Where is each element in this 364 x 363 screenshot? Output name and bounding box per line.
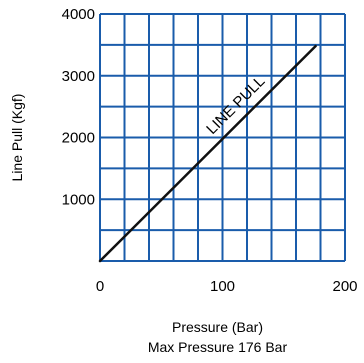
y-tick-label: 2000 [62,130,95,147]
y-tick-label: 3000 [62,68,95,85]
x-tick-label: 0 [96,278,104,295]
y-tick-label: 4000 [62,6,95,23]
line-pull-annotation: LINE PULL [203,73,268,138]
series-layer [98,44,317,263]
line-pull-series [98,44,317,263]
plot-grid [99,13,346,262]
tick-labels: 1000 2000 3000 4000 0 100 200 [62,6,358,295]
y-tick-label: 1000 [62,191,95,208]
max-pressure-note: Max Pressure 176 Bar [148,339,288,355]
x-tick-label: 200 [332,278,357,295]
x-axis-title: Pressure (Bar) [172,319,263,335]
x-tick-label: 100 [210,278,235,295]
y-axis-title: Line Pull (Kgf) [9,94,25,182]
